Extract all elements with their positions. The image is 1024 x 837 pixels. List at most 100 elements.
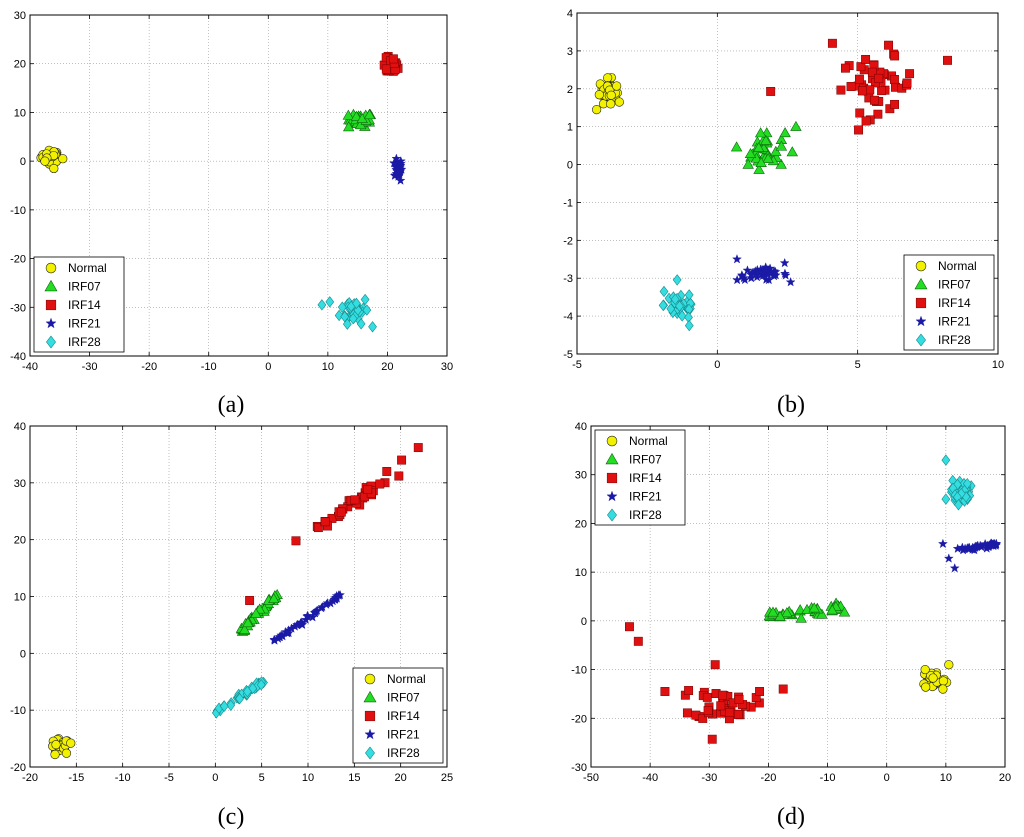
x-tick-label: 0 [212,772,218,784]
data-point-irf07 [786,146,799,157]
legend-label-irf07: IRF07 [68,280,101,294]
data-point-irf14 [624,622,634,632]
legend-marker-irf07 [914,277,928,290]
data-point-irf21 [732,254,742,264]
data-point-irf21 [969,544,980,555]
legend-label-irf14: IRF14 [629,471,662,485]
x-tick-label: 20 [395,772,407,784]
data-point-irf14 [861,116,871,126]
data-point-irf14 [890,99,899,109]
data-point-irf14 [413,443,423,453]
y-tick-label: 0 [567,160,573,172]
x-tick-label: 10 [940,772,952,784]
data-point-irf28 [658,299,668,312]
data-point-normal [61,748,72,758]
data-point-irf14 [291,536,301,546]
x-tick-label: -10 [115,772,131,784]
data-point-normal [920,664,930,675]
data-point-irf14 [870,95,879,105]
legend-marker-irf28 [46,335,56,349]
data-point-irf21 [391,168,402,178]
y-tick-label: -20 [571,713,587,725]
x-tick-label: -15 [68,772,84,784]
series-irf21 [269,589,346,645]
data-point-irf28 [348,313,358,325]
data-point-normal [606,90,616,100]
y-tick-label: -20 [10,254,26,266]
data-point-irf14 [725,707,735,717]
x-tick-label: 25 [441,772,453,784]
legend-marker-irf14 [45,299,57,311]
y-tick-label: -3 [563,273,573,285]
data-point-irf28 [242,685,252,698]
x-tick-label: 5 [855,359,861,371]
legend-marker-irf21 [915,315,927,327]
x-tick-label: 20 [381,361,393,373]
legend-label-normal: Normal [387,672,426,686]
y-tick-label: -5 [563,349,573,361]
data-point-irf07 [755,157,767,168]
data-point-irf14 [684,686,694,695]
data-point-irf14 [836,85,846,95]
x-tick-label: 0 [884,772,890,784]
y-tick-label: 20 [14,535,26,547]
data-point-irf21 [737,271,748,281]
x-tick-label: 15 [348,772,360,784]
legend-marker-irf07 [44,279,58,292]
y-tick-label: 2 [567,84,573,96]
data-point-irf07 [742,158,754,169]
data-point-irf14 [905,69,915,79]
data-point-normal [612,81,622,91]
data-point-irf14 [857,86,867,96]
data-point-irf28 [356,318,366,330]
legend-marker-irf21 [45,317,57,329]
x-tick-label: -10 [820,772,836,784]
legend-label-irf14: IRF14 [68,298,101,312]
series-normal [48,734,76,760]
data-point-normal [594,90,604,100]
data-point-irf14 [867,67,877,77]
data-point-irf07 [744,148,757,159]
legend-label-irf21: IRF21 [387,728,420,742]
panel-label-d: (d) [777,804,805,830]
y-tick-label: 0 [581,616,587,628]
data-point-irf28 [226,699,236,711]
legend: Normal IRF07 IRF14 IRF21 IRF28 [352,667,444,764]
y-tick-label: -30 [10,302,26,314]
data-point-irf21 [312,605,323,615]
y-tick-label: -30 [571,762,587,774]
data-point-irf14 [734,695,744,704]
series-irf28 [211,676,268,719]
data-point-irf14 [840,63,850,73]
data-point-irf21 [975,540,986,550]
data-point-irf21 [395,161,406,171]
legend-marker-irf07 [363,690,377,703]
data-point-irf14 [766,86,776,96]
y-tick-label: 30 [575,470,587,482]
y-tick-label: 0 [20,156,26,168]
chart-panel-c: -20 -15 -10 -5 0 5 10 15 20 25 -20 -10 0 10 20 30 40 Norm… [10,421,453,784]
legend-label-irf21: IRF21 [629,490,662,504]
data-point-irf28 [684,289,694,301]
data-point-irf21 [766,267,777,277]
data-point-irf28 [235,693,245,705]
data-point-irf07 [242,617,254,628]
x-tick-label: 10 [322,361,334,373]
data-point-irf14 [846,82,856,91]
data-point-irf21 [779,257,790,268]
data-point-irf07 [795,612,807,623]
data-point-irf28 [954,499,963,511]
legend-marker-irf21 [606,490,618,502]
data-point-irf07 [754,127,767,138]
y-tick-label: -2 [563,235,573,247]
x-tick-label: -40 [22,361,38,373]
data-point-irf14 [710,660,720,670]
y-tick-label: 30 [14,10,26,22]
data-point-irf07 [342,109,355,120]
data-point-irf14 [682,708,692,718]
x-tick-label: -5 [572,359,582,371]
data-point-irf28 [334,309,344,322]
y-tick-label: -10 [10,205,26,217]
data-point-irf14 [703,706,713,716]
